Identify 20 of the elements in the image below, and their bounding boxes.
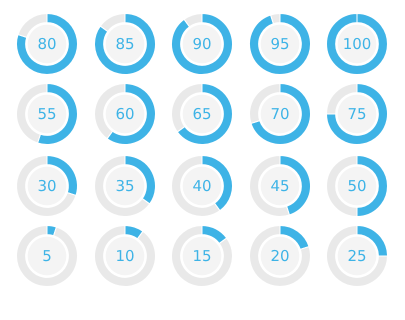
text: 25 xyxy=(347,246,367,265)
text: 80 xyxy=(37,34,57,53)
text: 60 xyxy=(115,104,135,123)
text: 30 xyxy=(37,176,57,195)
text: 20 xyxy=(270,246,290,265)
text: 40 xyxy=(192,176,212,195)
text: 35 xyxy=(115,176,135,195)
text: 45 xyxy=(270,176,290,195)
text: 100 xyxy=(342,34,372,53)
text: 85 xyxy=(115,34,135,53)
text: 75 xyxy=(347,104,367,123)
text: 55 xyxy=(37,104,57,123)
text: 50 xyxy=(347,176,367,195)
text: 5 xyxy=(42,246,52,265)
text: 90 xyxy=(192,34,212,53)
text: 15 xyxy=(192,246,212,265)
text: 70 xyxy=(270,104,290,123)
text: 95 xyxy=(270,34,290,53)
text: 10 xyxy=(115,246,135,265)
text: 65 xyxy=(192,104,212,123)
